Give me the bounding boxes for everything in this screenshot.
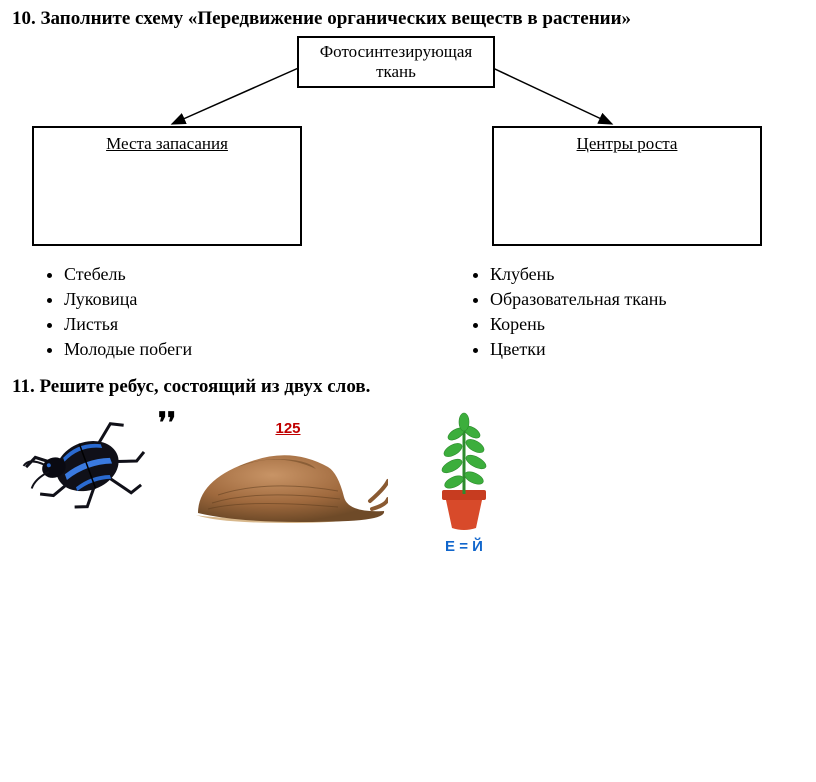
slug-icon: [188, 439, 388, 529]
q11-number: 11.: [12, 376, 35, 397]
rebus-plant-substitution: Е = Й: [445, 538, 483, 555]
box-storage-label: Места запасания: [40, 134, 294, 154]
box-growth-label: Центры роста: [500, 134, 754, 154]
plant-pot-icon: [424, 412, 504, 532]
box-growth: Центры роста: [492, 126, 762, 246]
box-photosynthesis-label: Фотосинтезирующая ткань: [305, 42, 487, 83]
rebus: ❜❜: [12, 412, 804, 555]
list-item: Молодые побеги: [64, 339, 378, 360]
word-lists: Стебель Луковица Листья Молодые побеги К…: [12, 260, 804, 364]
q11-heading: 11. Решите ребус, состоящий из двух слов…: [12, 376, 804, 398]
list-item: Клубень: [490, 264, 804, 285]
rebus-slug: 125: [188, 420, 388, 529]
diagram: Фотосинтезирующая ткань Места запасания …: [12, 36, 804, 256]
q10-title: Заполните схему «Передвижение органическ…: [41, 8, 632, 29]
box-photosynthesis: Фотосинтезирующая ткань: [297, 36, 495, 88]
rebus-slug-number: 125: [275, 420, 300, 437]
list-item: Цветки: [490, 339, 804, 360]
beetle-icon: [22, 412, 152, 512]
rebus-plant: Е = Й: [424, 412, 504, 555]
q10-number: 10.: [12, 8, 36, 29]
left-list: Стебель Луковица Листья Молодые побеги: [12, 264, 378, 360]
q10-heading: 10. Заполните схему «Передвижение органи…: [12, 8, 804, 30]
right-list: Клубень Образовательная ткань Корень Цве…: [438, 264, 804, 360]
box-storage: Места запасания: [32, 126, 302, 246]
list-item: Стебель: [64, 264, 378, 285]
commas-icon: ❜❜: [158, 406, 176, 439]
list-item: Корень: [490, 314, 804, 335]
rebus-beetle: ❜❜: [22, 412, 152, 512]
list-item: Луковица: [64, 289, 378, 310]
q11-title: Решите ребус, состоящий из двух слов.: [39, 376, 370, 397]
list-item: Листья: [64, 314, 378, 335]
list-item: Образовательная ткань: [490, 289, 804, 310]
